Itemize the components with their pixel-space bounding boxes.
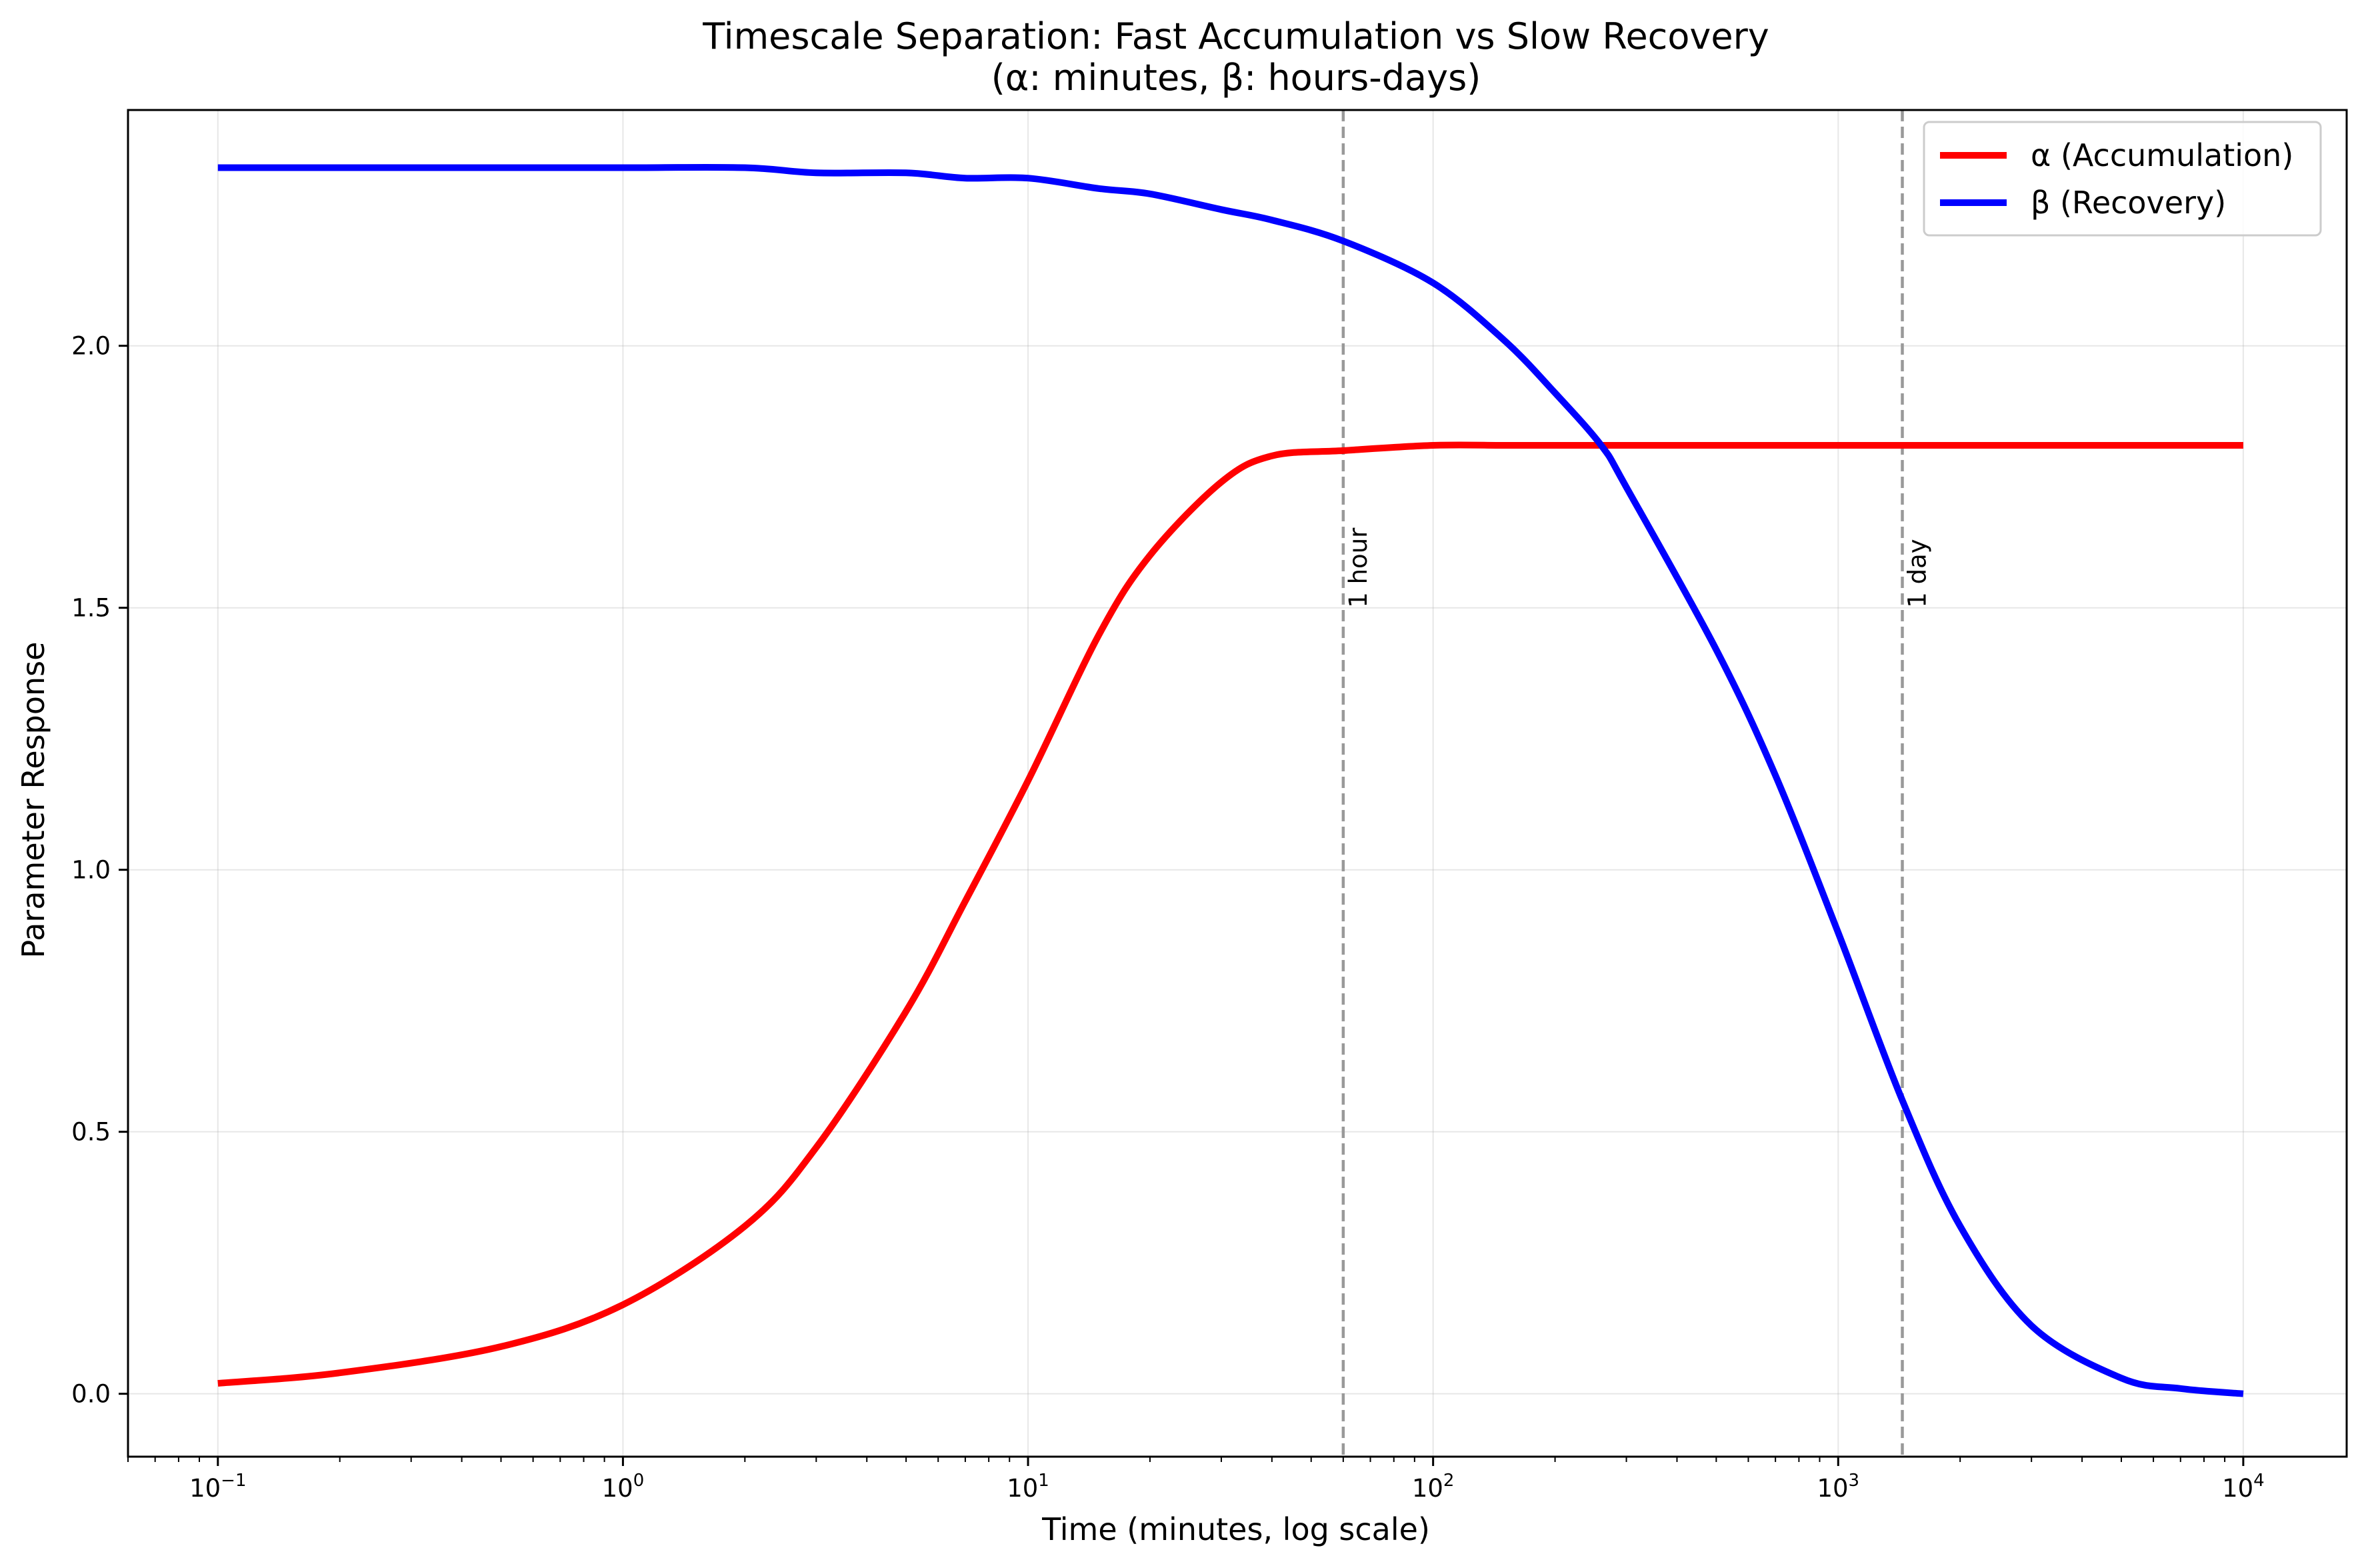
legend-box [1923, 121, 2322, 237]
x-axis-label: Time (minutes, log scale) [1041, 1511, 1430, 1547]
legend: α (Accumulation) β (Recovery) [1923, 121, 2322, 237]
x-tick-label: 103 [1817, 1471, 1859, 1503]
grid-layer [128, 110, 2347, 1457]
legend-label-beta: β (Recovery) [2031, 185, 2226, 221]
legend-label-alpha: α (Accumulation) [2031, 137, 2293, 173]
series-line-beta [217, 163, 2244, 1397]
chart-title-line2: (α: minutes, β: hours-days) [991, 57, 1481, 99]
y-tick-label: 1.5 [71, 594, 111, 623]
y-tick-label: 1.0 [71, 856, 111, 885]
chart-title-line1: Timescale Separation: Fast Accumulation … [702, 15, 1769, 57]
plot-frame [127, 109, 2348, 1458]
x-tick-label: 100 [602, 1471, 645, 1503]
plot-area: 1 hour 1 day [217, 110, 2244, 1457]
y-tick-label: 0.5 [71, 1118, 111, 1147]
reference-line-label: 1 hour [1344, 527, 1373, 608]
x-tick-label: 104 [2222, 1471, 2265, 1503]
x-tick-label: 101 [1007, 1471, 1049, 1503]
reference-line-label: 1 day [1903, 539, 1931, 607]
x-tick-label: 102 [1412, 1471, 1455, 1503]
x-tick-label: 10−1 [189, 1471, 246, 1503]
y-tick-label: 2.0 [71, 332, 111, 361]
y-tick-label: 0.0 [71, 1380, 111, 1409]
axes-layer: 10−1 100 101 102 103 104 0.0 0.5 1.0 1.5 2.0 [71, 109, 2348, 1503]
series-line-alpha [217, 441, 2243, 1387]
y-axis-label: Parameter Response [15, 642, 51, 959]
